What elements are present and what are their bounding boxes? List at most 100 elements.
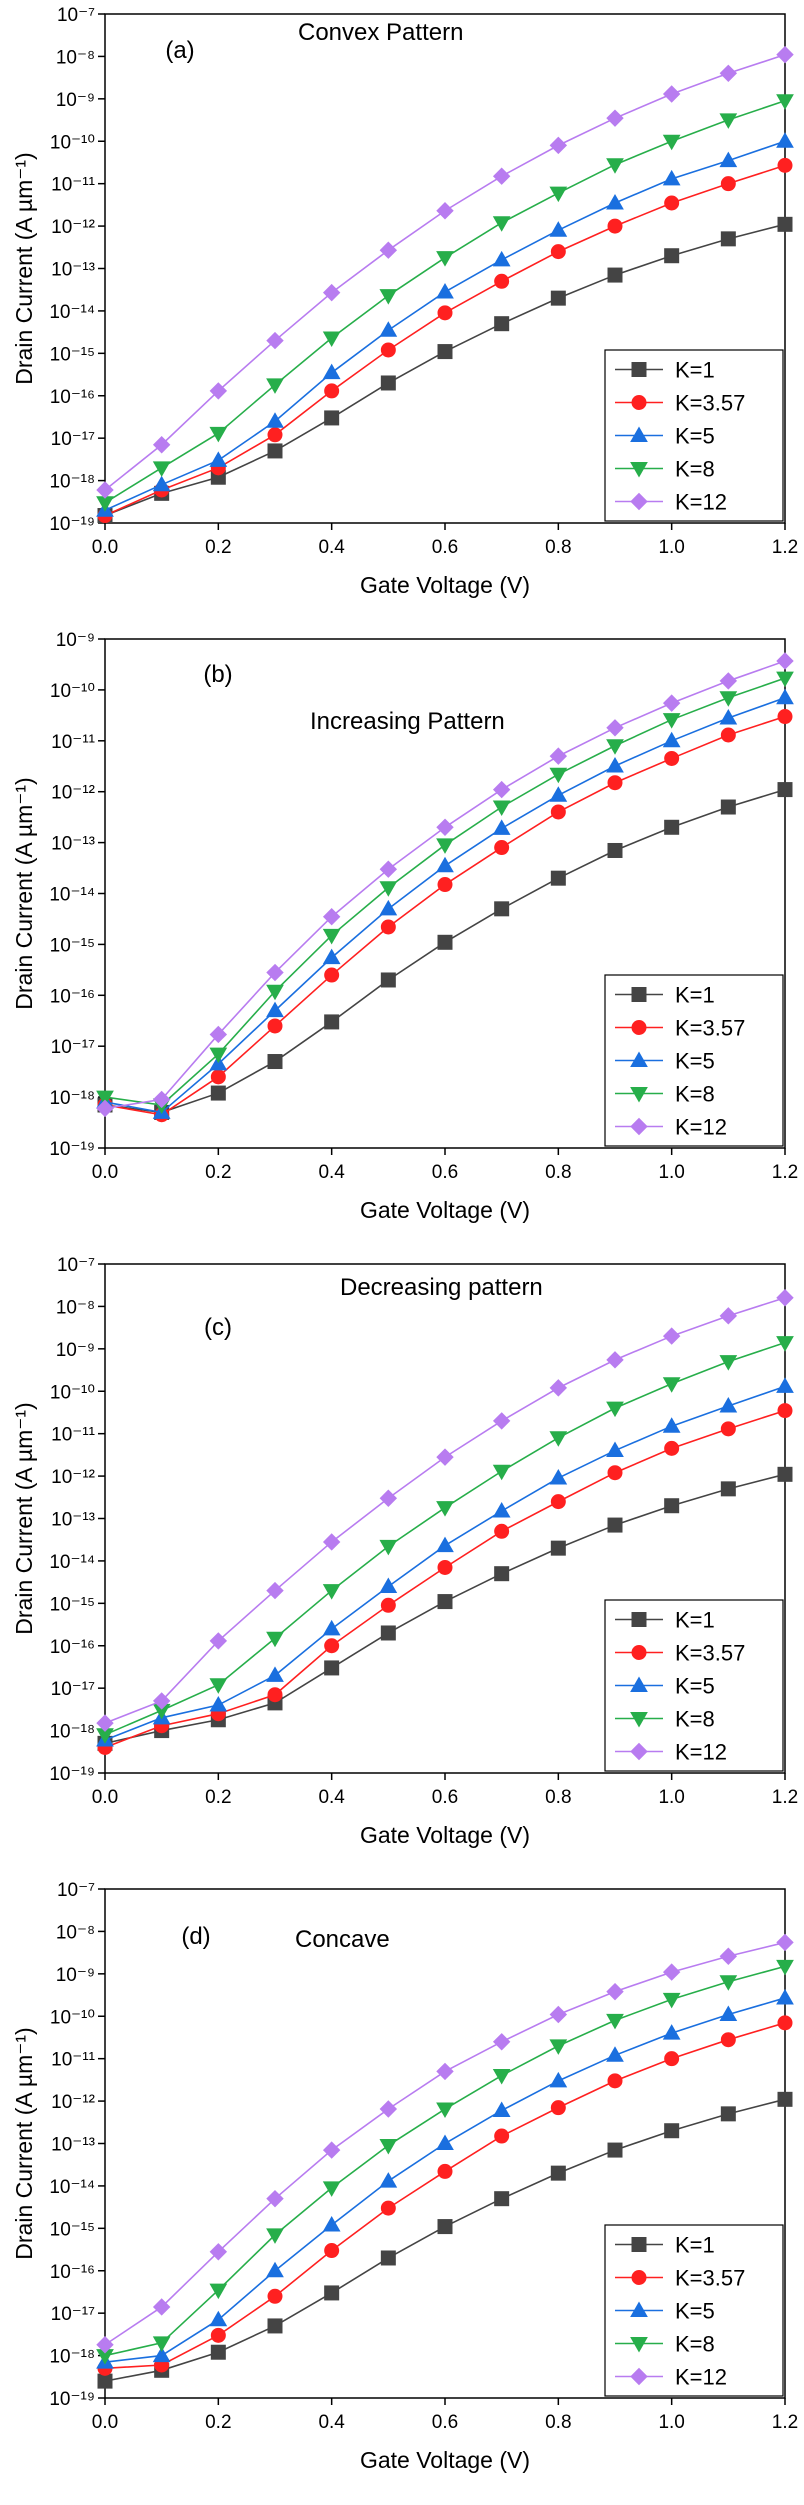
x-tick-label: 1.2 (772, 537, 798, 558)
marker (379, 899, 398, 916)
marker (494, 840, 510, 856)
y-tick-label: 10⁻¹⁷ (51, 1037, 95, 1058)
marker (437, 344, 453, 360)
marker (607, 842, 623, 858)
marker (492, 800, 511, 817)
marker (437, 1559, 453, 1575)
marker (550, 804, 566, 820)
marker (550, 870, 566, 886)
marker (494, 273, 510, 289)
legend-label: K=8 (675, 2332, 715, 2357)
x-axis-label: Gate Voltage (V) (360, 1822, 530, 1848)
marker (607, 1517, 623, 1533)
x-axis-label: Gate Voltage (V) (360, 1197, 530, 1223)
legend-marker (630, 492, 648, 511)
y-tick-label: 10⁻⁸ (56, 1297, 95, 1318)
legend-label: K=1 (675, 983, 715, 1008)
marker (719, 113, 738, 129)
legend-label: K=3.57 (675, 1641, 745, 1666)
annotation: Concave (295, 1926, 390, 1953)
marker (662, 169, 681, 186)
marker (664, 195, 680, 211)
marker (267, 2318, 283, 2334)
legend-label: K=1 (675, 2233, 715, 2258)
y-tick-label: 10⁻¹⁵ (50, 344, 95, 365)
y-tick-label: 10⁻¹³ (51, 834, 95, 855)
marker (550, 1540, 566, 1556)
marker (777, 1466, 793, 1482)
x-tick-label: 0.0 (92, 2412, 118, 2433)
marker (379, 2138, 398, 2155)
marker (719, 1947, 738, 1965)
marker (719, 1307, 738, 1325)
marker (209, 1696, 228, 1712)
marker (379, 1539, 398, 1556)
marker (492, 1502, 511, 1518)
marker (494, 316, 510, 332)
marker (437, 934, 453, 950)
y-tick-label: 10⁻¹⁴ (49, 885, 95, 906)
y-tick-label: 10⁻¹³ (51, 1510, 95, 1531)
y-tick-label: 10⁻¹⁵ (50, 935, 95, 956)
legend-label: K=3.57 (675, 1016, 745, 1041)
marker (266, 1001, 284, 1018)
y-axis-label: Drain Current (A µm⁻¹) (11, 777, 37, 1009)
marker (267, 1054, 283, 1070)
y-tick-label: 10⁻¹¹ (51, 2050, 95, 2071)
marker (324, 1014, 340, 1030)
marker (267, 427, 283, 443)
y-tick-label: 10⁻¹² (51, 217, 95, 238)
y-tick-label: 10⁻¹⁸ (49, 472, 95, 493)
marker (209, 1632, 228, 1650)
marker (267, 443, 283, 459)
marker (210, 1085, 226, 1101)
marker (607, 218, 623, 234)
y-tick-label: 10⁻¹⁰ (50, 1382, 95, 1403)
y-tick-label: 10⁻¹² (51, 1467, 95, 1488)
legend-marker (631, 987, 647, 1002)
marker (209, 2283, 228, 2300)
marker (607, 2073, 623, 2089)
x-tick-label: 0.2 (205, 537, 231, 558)
marker (662, 694, 681, 712)
marker (662, 713, 681, 729)
x-tick-label: 0.8 (545, 1787, 571, 1808)
panel-label: (b) (203, 661, 232, 688)
marker (720, 727, 736, 743)
marker (437, 2219, 453, 2235)
marker (322, 331, 341, 347)
marker (719, 709, 738, 725)
x-tick-label: 0.8 (545, 537, 571, 558)
marker (607, 1465, 623, 1481)
y-tick-label: 10⁻¹⁰ (50, 681, 95, 702)
marker (436, 202, 454, 220)
x-tick-label: 1.2 (772, 1162, 798, 1183)
marker (380, 919, 396, 935)
marker (776, 94, 794, 110)
marker (324, 967, 340, 983)
x-tick-label: 1.0 (658, 2412, 684, 2433)
marker (322, 948, 341, 965)
marker (606, 1982, 624, 2001)
marker (549, 747, 568, 765)
marker (606, 109, 624, 127)
marker (152, 475, 171, 492)
y-tick-label: 10⁻¹⁷ (51, 429, 95, 450)
legend-marker (630, 2367, 648, 2386)
y-tick-label: 10⁻¹⁰ (50, 132, 95, 153)
marker (436, 251, 454, 267)
marker (324, 383, 340, 399)
marker (550, 2165, 566, 2181)
y-tick-label: 10⁻⁹ (56, 1965, 95, 1986)
marker (266, 1581, 284, 1600)
marker (550, 244, 566, 260)
marker (719, 2005, 738, 2021)
marker (606, 158, 624, 174)
marker (152, 2336, 171, 2352)
x-tick-label: 0.0 (92, 1787, 118, 1808)
marker (606, 719, 624, 737)
marker (266, 2261, 284, 2278)
marker (494, 2191, 510, 2207)
marker (96, 1090, 114, 1107)
